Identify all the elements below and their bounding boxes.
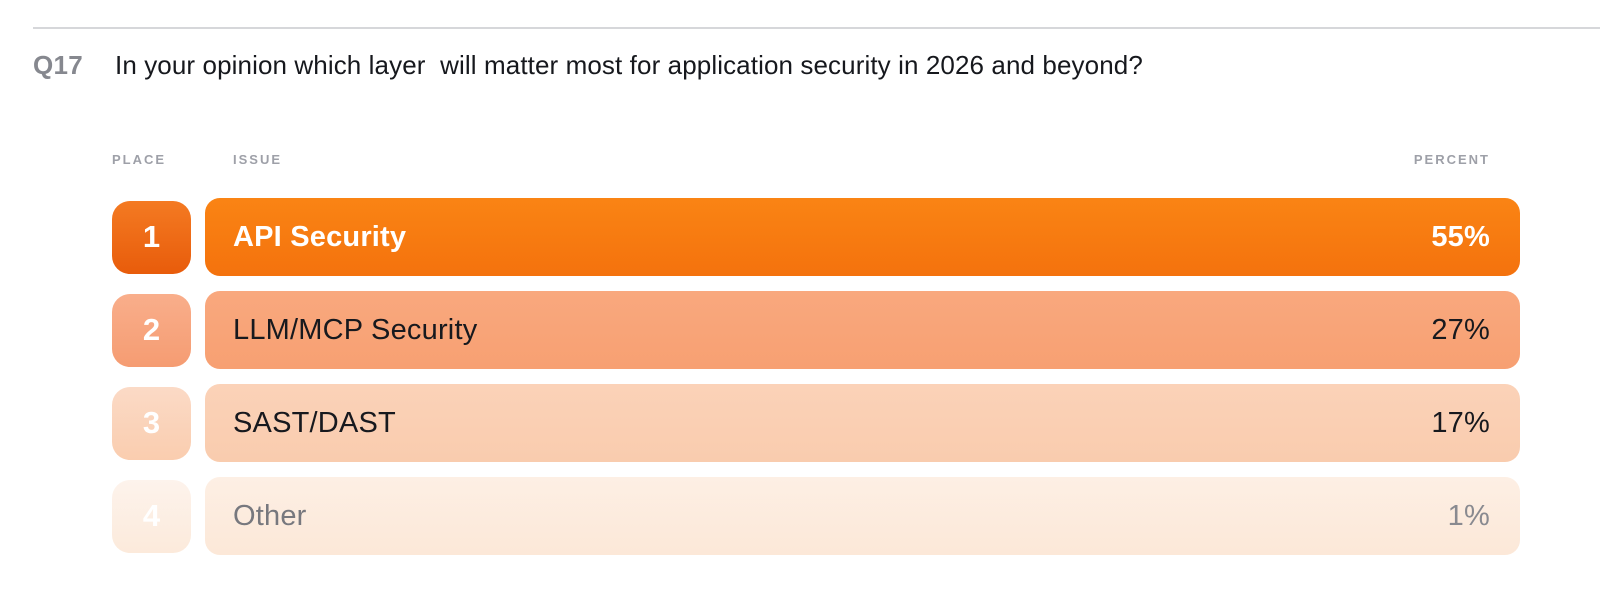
place-badge: 4 bbox=[112, 479, 191, 553]
question-number: Q17 bbox=[33, 50, 84, 80]
top-divider bbox=[33, 27, 1600, 29]
issue-label: SAST/DAST bbox=[233, 406, 396, 439]
rank-row: 3 SAST/DAST 17% bbox=[112, 384, 1520, 462]
issue-label: LLM/MCP Security bbox=[233, 313, 478, 346]
percent-value: 55% bbox=[1431, 220, 1490, 253]
issue-column-header: ISSUE bbox=[233, 151, 283, 167]
percent-column-header: PERCENT bbox=[1413, 151, 1490, 167]
place-column-header: PLACE bbox=[112, 151, 167, 167]
rank-table: PLACE ISSUE PERCENT 1 API Security 55% 2… bbox=[112, 150, 1520, 570]
percent-value: 1% bbox=[1447, 499, 1490, 532]
question-row: Q17 In your opinion which layer will mat… bbox=[33, 49, 1570, 82]
rank-row: 4 Other 1% bbox=[112, 477, 1520, 555]
percent-value: 27% bbox=[1431, 313, 1490, 346]
rank-row: 1 API Security 55% bbox=[112, 198, 1520, 276]
issue-bar: SAST/DAST 17% bbox=[205, 384, 1520, 462]
issue-bar: LLM/MCP Security 27% bbox=[205, 291, 1520, 369]
issue-label: Other bbox=[233, 499, 307, 532]
issue-bar: Other 1% bbox=[205, 477, 1520, 555]
place-badge: 3 bbox=[112, 386, 191, 460]
issue-label: API Security bbox=[233, 220, 407, 253]
table-header-row: PLACE ISSUE PERCENT bbox=[112, 150, 1520, 168]
rank-row: 2 LLM/MCP Security 27% bbox=[112, 291, 1520, 369]
percent-value: 17% bbox=[1431, 406, 1490, 439]
place-badge: 2 bbox=[112, 293, 191, 367]
question-text: In your opinion which layer will matter … bbox=[115, 50, 1143, 80]
issue-bar: API Security 55% bbox=[205, 198, 1520, 276]
place-badge: 1 bbox=[112, 200, 191, 274]
issue-percent-header: ISSUE PERCENT bbox=[205, 152, 1520, 167]
